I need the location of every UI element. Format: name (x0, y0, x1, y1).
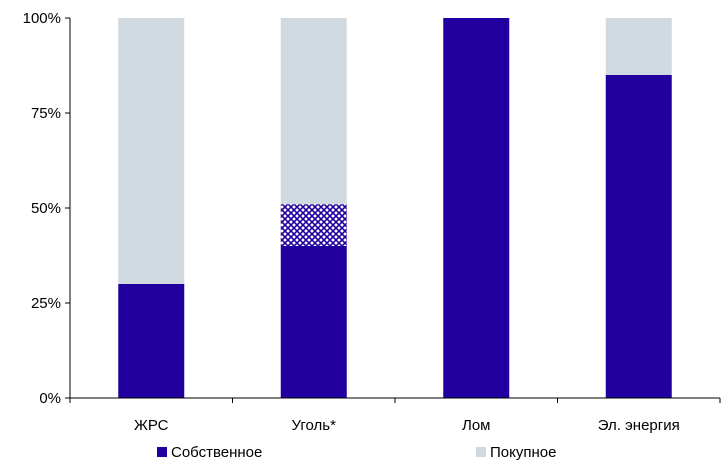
legend-swatch (476, 447, 486, 457)
bar-series-0-3 (605, 75, 672, 398)
bar-series-2-0 (118, 18, 185, 284)
bar-segment-1-1 (280, 204, 347, 246)
axes-group (65, 17, 721, 403)
bar-series-0-1 (280, 246, 347, 398)
x-tick-label: ЖРС (134, 417, 169, 434)
bar-series-2-3 (605, 18, 672, 75)
legend-swatch (157, 447, 167, 457)
bars-group (118, 18, 672, 398)
legend-label: Покупное (490, 444, 556, 461)
bar-series-0-0 (118, 284, 185, 398)
x-tick-labels: ЖРС Уголь* Лом Эл. энергия (134, 417, 680, 434)
y-tick-label: 50% (31, 200, 61, 217)
legend: Собственное Покупное (157, 444, 556, 461)
y-tick-label: 25% (31, 295, 61, 312)
bar-series-2-1 (280, 18, 347, 205)
y-tick-label: 75% (31, 105, 61, 122)
x-tick-label: Лом (462, 417, 491, 434)
bar-series-0-2 (443, 18, 510, 398)
x-tick-label: Уголь* (292, 417, 337, 434)
y-tick-label: 0% (39, 390, 61, 407)
legend-label: Собственное (171, 444, 262, 461)
x-tick-label: Эл. энергия (598, 417, 680, 434)
y-tick-label: 100% (23, 10, 61, 27)
y-tick-labels: 0% 25% 50% 75% 100% (23, 10, 61, 407)
